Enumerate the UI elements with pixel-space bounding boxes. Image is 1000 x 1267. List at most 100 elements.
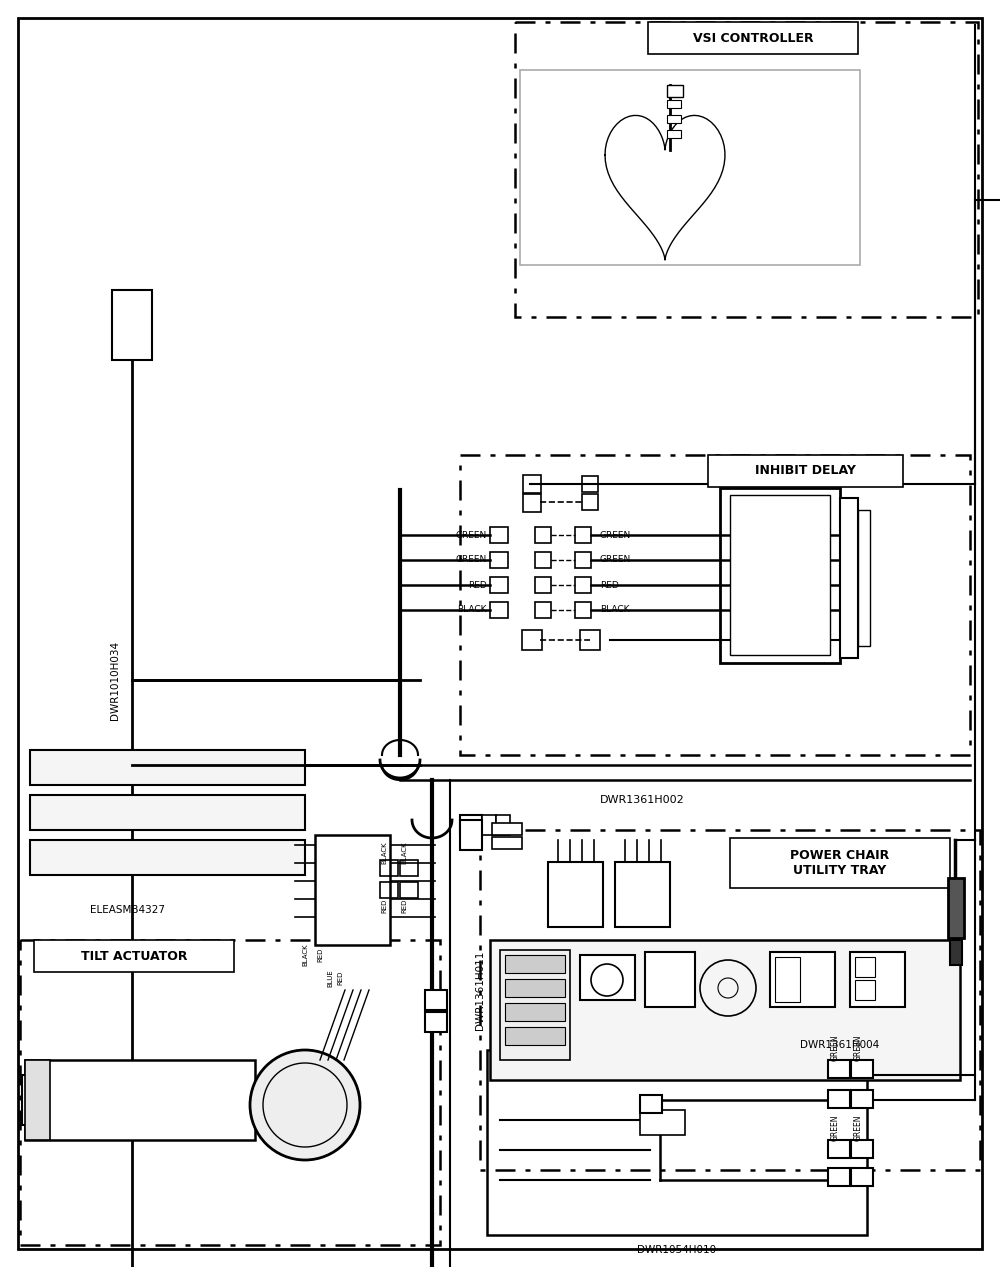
Text: ELEASMB4327: ELEASMB4327 (90, 905, 165, 915)
Bar (850, 952, 905, 1007)
Text: GREEN: GREEN (830, 1115, 840, 1142)
Text: RED: RED (381, 898, 387, 914)
Bar (575, 576, 591, 593)
Text: RED: RED (317, 948, 323, 962)
Bar (828, 1168, 850, 1186)
Bar (496, 815, 510, 835)
Bar (480, 830, 980, 1169)
Bar (22, 1074, 34, 1125)
Bar (515, 22, 978, 317)
Bar (492, 837, 522, 849)
Text: DWR1361H002: DWR1361H002 (600, 794, 685, 805)
Bar (648, 22, 858, 54)
Bar (582, 476, 598, 492)
Bar (708, 455, 903, 487)
Text: RED: RED (600, 580, 619, 589)
Bar (25, 1060, 50, 1140)
Bar (490, 576, 508, 593)
Bar (645, 952, 695, 1007)
Bar (535, 552, 551, 568)
Text: GREEN: GREEN (456, 555, 487, 565)
Bar (535, 576, 551, 593)
Bar (855, 957, 875, 977)
Bar (487, 1050, 867, 1235)
Bar (640, 1110, 685, 1135)
Bar (640, 1095, 662, 1112)
Bar (548, 862, 603, 927)
Bar (505, 979, 565, 997)
Circle shape (250, 1050, 360, 1161)
Text: GREEN: GREEN (854, 1115, 862, 1142)
Bar (855, 979, 875, 1000)
Bar (575, 552, 591, 568)
Bar (582, 494, 598, 511)
Bar (580, 955, 635, 1000)
Text: INHIBIT DELAY: INHIBIT DELAY (755, 465, 856, 478)
Bar (425, 1012, 447, 1033)
Text: BLACK: BLACK (458, 606, 487, 614)
Text: GREEN: GREEN (854, 1035, 862, 1062)
Bar (948, 878, 964, 938)
Bar (851, 1090, 873, 1109)
Bar (482, 815, 496, 835)
Bar (112, 290, 152, 360)
Bar (535, 602, 551, 618)
Text: VSI CONTROLLER: VSI CONTROLLER (693, 32, 813, 44)
Bar (851, 1168, 873, 1186)
Bar (505, 1028, 565, 1045)
Text: BLACK: BLACK (600, 606, 630, 614)
Bar (460, 455, 970, 755)
Bar (851, 1140, 873, 1158)
Text: GREEN: GREEN (600, 531, 631, 540)
Bar (380, 860, 398, 875)
Bar (851, 1060, 873, 1078)
Bar (667, 100, 681, 108)
Bar (667, 115, 681, 123)
Bar (840, 498, 858, 658)
Bar (492, 824, 522, 835)
Bar (667, 131, 681, 138)
Bar (490, 552, 508, 568)
Bar (500, 950, 570, 1060)
Bar (490, 602, 508, 618)
Bar (828, 1060, 850, 1078)
Text: DWR1010H034: DWR1010H034 (110, 640, 120, 720)
Text: RED: RED (401, 898, 407, 914)
Bar (520, 70, 860, 265)
Bar (775, 957, 800, 1002)
Text: DWR1361H011: DWR1361H011 (475, 950, 485, 1030)
Bar (34, 940, 234, 972)
Bar (30, 840, 305, 875)
Bar (490, 527, 508, 544)
Bar (20, 940, 440, 1245)
Bar (667, 85, 683, 98)
Bar (523, 475, 541, 493)
Text: DWR1054H010: DWR1054H010 (637, 1245, 717, 1256)
Bar (490, 940, 960, 1079)
Bar (400, 860, 418, 875)
Text: DWR1361H004: DWR1361H004 (800, 1040, 879, 1050)
Bar (523, 494, 541, 512)
Bar (505, 955, 565, 973)
Bar (460, 815, 482, 835)
Bar (25, 1060, 255, 1140)
Bar (580, 630, 600, 650)
Bar (575, 527, 591, 544)
Bar (505, 1003, 565, 1021)
Bar (828, 1090, 850, 1109)
Bar (828, 1140, 850, 1158)
Bar (720, 488, 840, 663)
Bar (522, 630, 542, 650)
Bar (770, 952, 835, 1007)
Text: BLUE: BLUE (327, 969, 333, 987)
Bar (858, 511, 870, 646)
Text: BLACK: BLACK (381, 841, 387, 864)
Bar (30, 794, 305, 830)
Bar (730, 495, 830, 655)
Bar (400, 882, 418, 898)
Text: POWER CHAIR
UTILITY TRAY: POWER CHAIR UTILITY TRAY (790, 849, 890, 877)
Text: TILT ACTUATOR: TILT ACTUATOR (81, 949, 187, 963)
Text: BLACK: BLACK (401, 841, 407, 864)
Bar (575, 602, 591, 618)
Text: RED: RED (468, 580, 487, 589)
